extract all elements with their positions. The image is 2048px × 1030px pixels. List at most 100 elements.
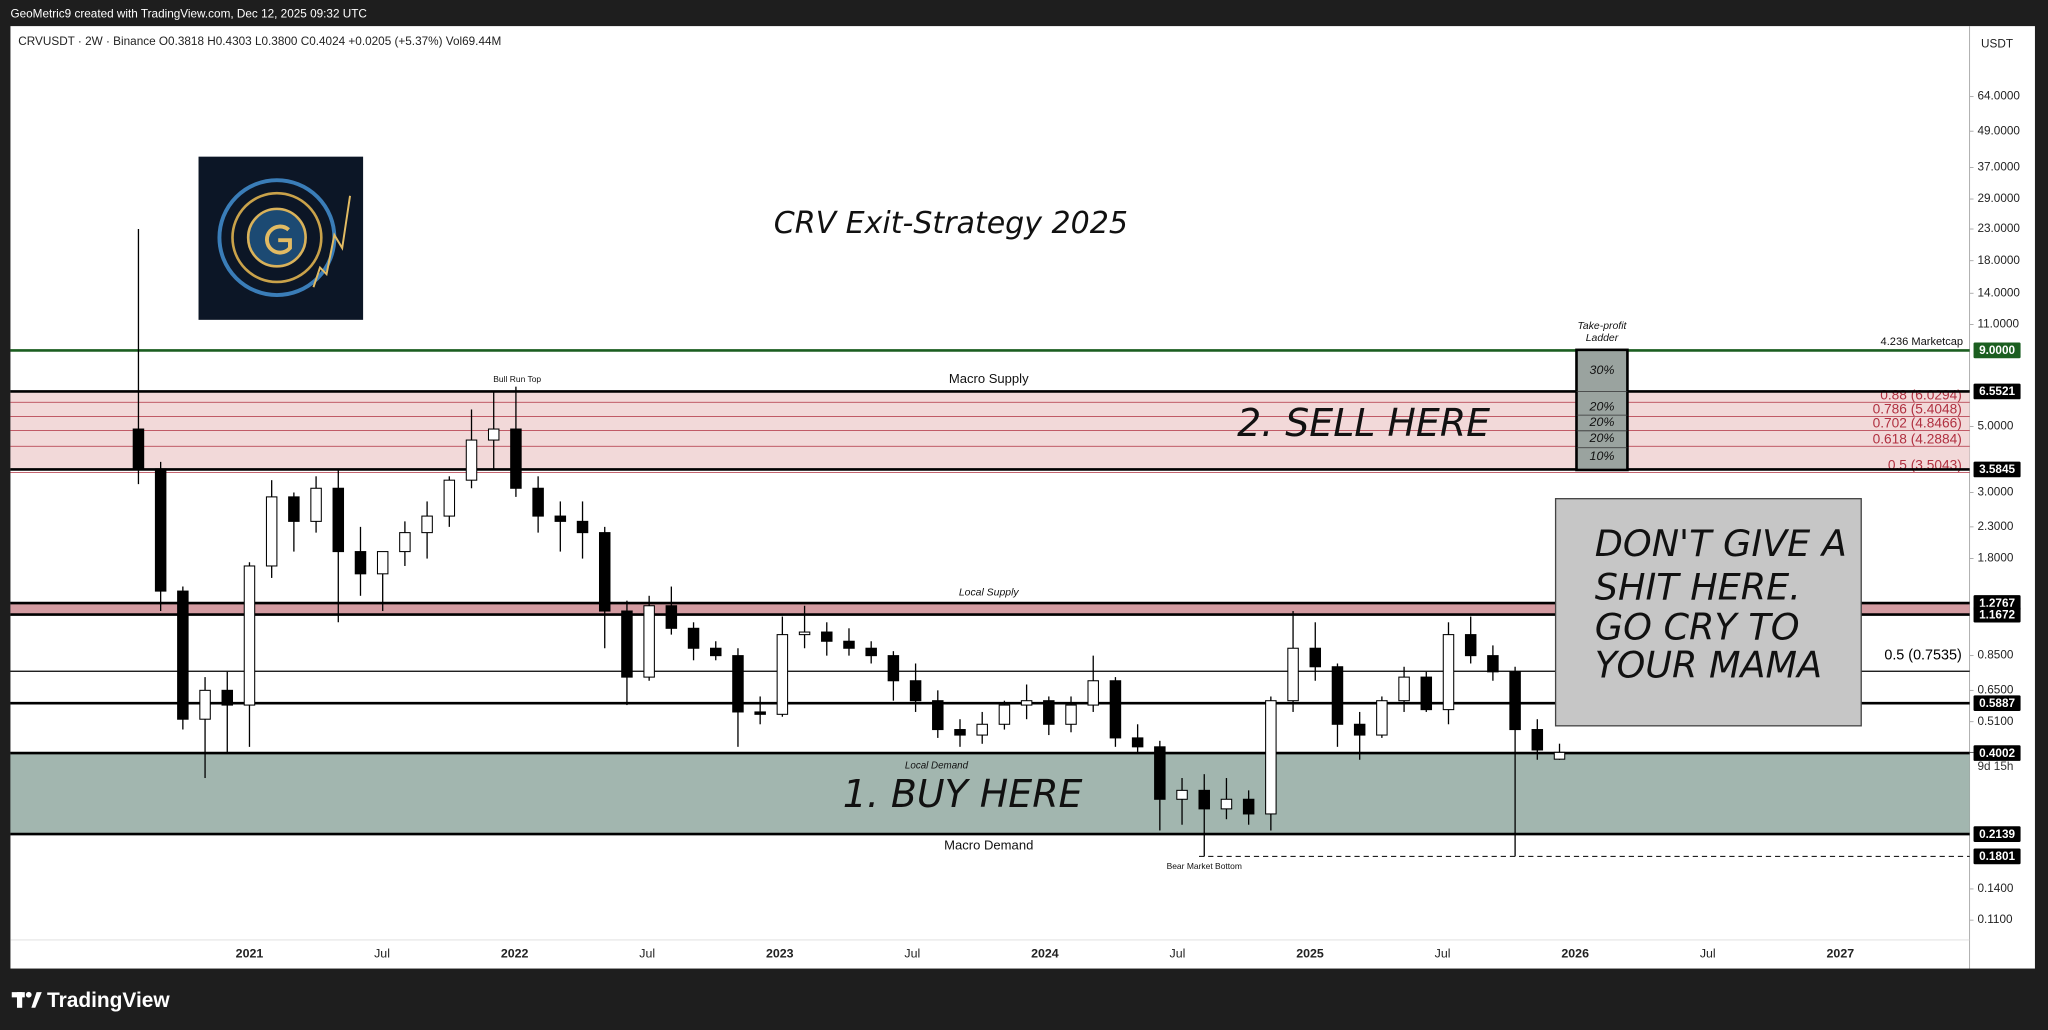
price-badge [1973,745,2021,761]
candle-body [1043,700,1055,725]
ladder-step: 20% [1589,400,1615,414]
top-bar [0,0,2048,27]
y-tick-label: 5.0000 [1977,420,2013,433]
candle-body [199,689,211,720]
candle-body [554,515,567,522]
candle-body [1331,666,1344,725]
price-badge-label: 0.1801 [1979,850,2015,863]
candle-body [754,711,766,715]
candle-body [932,700,944,731]
candle-body [665,605,678,629]
candle-body [1131,737,1144,748]
candle-body [798,631,811,636]
x-tick-label: Jul [374,947,390,961]
fib-label: 0.786 (5.4048) [1873,401,1962,416]
y-tick-label: 3.0000 [1977,486,2013,499]
zone-name: Macro Supply [949,371,1029,386]
ladder-step: 20% [1589,431,1615,445]
price-badge-label: 0.5887 [1979,697,2015,710]
x-tick-label: 2025 [1296,947,1324,961]
y-tick-label: 29.0000 [1977,192,2020,205]
candle-body [1198,789,1210,810]
candle-body [1376,700,1388,736]
note-line: YOUR MAMA [1595,644,1822,687]
candle-body [288,496,300,522]
ladder-title: Take-profit [1577,321,1627,332]
candle-body [1420,676,1433,711]
macro-demand-label: Macro Demand [944,837,1033,852]
candle-body [221,689,234,706]
fib-label: 0.5 (0.7535) [1884,647,1961,663]
candle-body [1353,723,1366,736]
price-badge [1973,342,2021,359]
price-badge [1973,461,2021,478]
ladder-step: 10% [1590,449,1615,463]
y-tick-label: 0.5100 [1977,715,2013,728]
candle-body [1154,746,1166,800]
candle-body [332,487,345,553]
y-tick-label: 23.0000 [1977,222,2020,235]
candle-body [1442,634,1455,711]
candle-body [865,647,877,657]
note-box-background [1554,498,1862,727]
bull-top-label: Bull Run Top [493,374,541,384]
price-badge [1973,606,2021,623]
zone [10,603,1970,615]
y-tick-label: 1.8000 [1977,552,2013,565]
x-tick-label: Jul [904,947,920,961]
note-box: DON'T GIVE A SHIT HERE. GO CRY TO YOUR M… [1554,498,1862,727]
plot: 0.88 (6.0294)0.786 (5.4048)0.702 (4.8466… [10,90,2021,961]
candle-body [177,590,189,720]
fib-label: 0.702 (4.8466) [1873,416,1962,431]
candle-body [776,634,789,715]
candle-body [1531,729,1544,751]
logo-image [198,156,364,320]
y-tick-label: 64.0000 [1977,90,2020,103]
currency: USDT [1981,37,2013,50]
x-tick-label: 2024 [1031,947,1059,961]
y-tick-label: 0.6500 [1977,683,2013,696]
tradingview-logo [11,991,42,1008]
candle-body [621,610,633,678]
candle-body [443,479,456,517]
x-tick-label: Jul [639,947,655,961]
ladder-step: 20% [1589,415,1615,429]
candle-body [310,487,322,522]
x-tick-label: 2021 [236,947,264,961]
y-tick-label: 11.0000 [1977,318,2019,331]
candle-body [1398,676,1410,702]
candle-body [598,532,611,612]
candle-body [1176,789,1188,800]
candle-body [909,680,922,702]
logo-line [312,195,352,288]
candle-body [487,428,500,441]
symbol-legend: CRVUSDT · 2W · Binance O0.3818 H0.4303 L… [18,35,501,48]
candle-body [465,439,478,481]
price-badge [1973,695,2021,711]
x-tick-label: 2027 [1827,947,1855,961]
logo-ring [231,191,323,284]
ladder-title: Ladder [1586,333,1619,344]
price-badge [1973,848,2021,865]
candle-body [154,468,167,592]
candle-body [1065,704,1077,725]
price-badge-label: 3.5845 [1979,463,2015,476]
marketcap-label: 4.236 Marketcap [1881,336,1964,348]
price-badge [1973,383,2021,400]
y-tick-label: 18.0000 [1977,254,2020,267]
candle-body [1553,751,1566,760]
candle-body [1265,700,1277,815]
y-tick-label: 0.1400 [1977,882,2013,895]
candle-body [510,428,522,489]
x-tick-label: 2026 [1561,947,1589,961]
currency-box [1974,31,2020,58]
candle-body [243,565,256,706]
buy-label: 1. BUY HERE [843,772,1083,816]
x-tick-label: Jul [1700,947,1716,961]
candle-body [354,551,367,575]
ladder-box [1575,348,1629,472]
countdown: 9d 15h [1977,760,2013,773]
candle-body [399,532,411,553]
x-tick-label: 2023 [766,947,794,961]
